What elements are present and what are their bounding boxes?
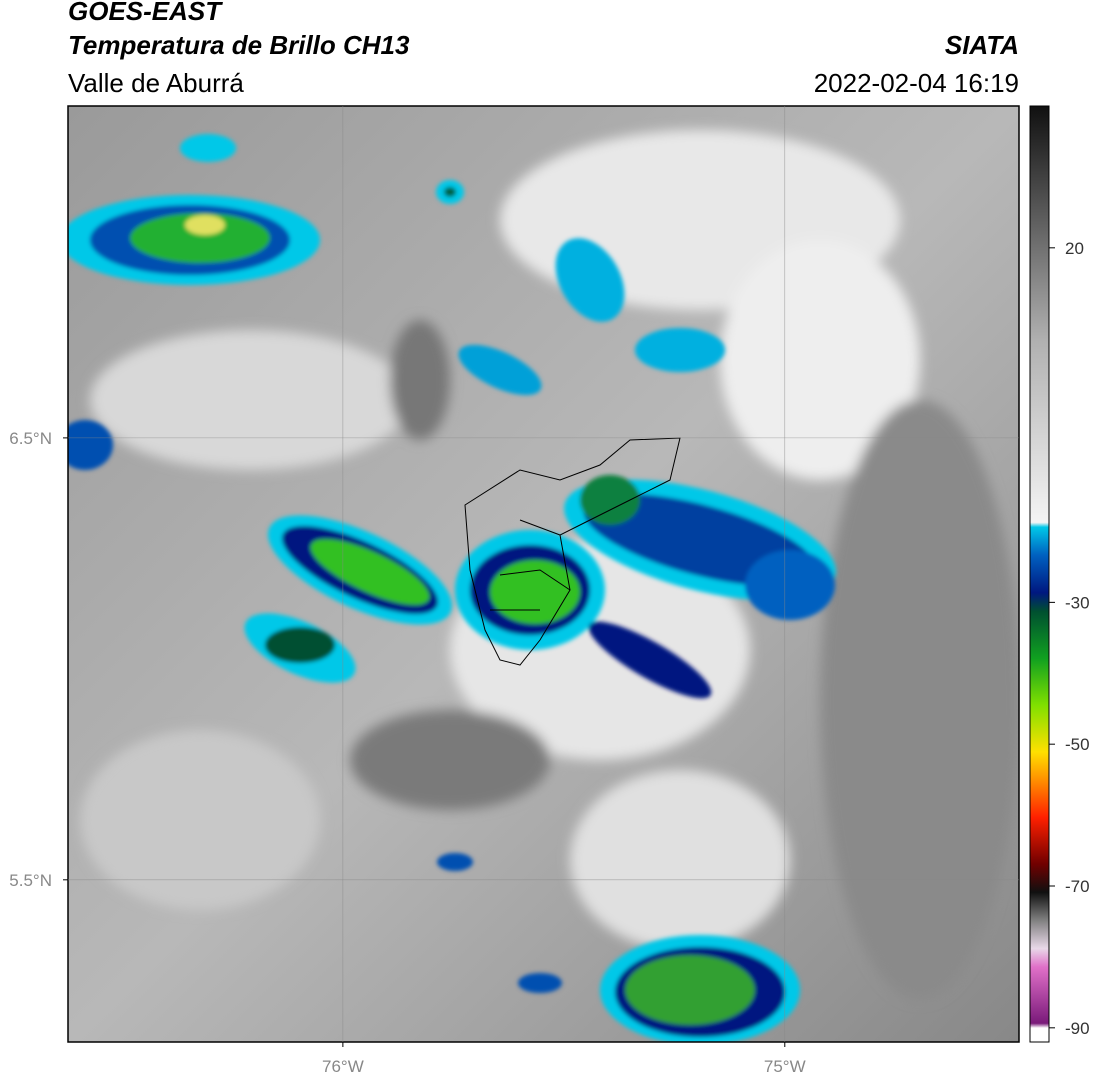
x-tick-label: 76°W [322,1057,364,1076]
cold-clouds [68,134,836,1042]
datetime: 2022-02-04 16:19 [814,68,1019,98]
x-tick-label: 75°W [764,1057,806,1076]
y-tick-label: 5.5°N [9,871,52,890]
colorbar-tick-label: -70 [1065,877,1090,896]
subtitle: Temperatura de Brillo CH13 [68,30,410,60]
map-frame [67,105,1020,1043]
region: Valle de Aburrá [68,68,244,98]
imagery [68,106,1019,1042]
colorbar-tick-label: -50 [1065,735,1090,754]
y-tick-label: 6.5°N [9,429,52,448]
colorbar-tick-label: 20 [1065,239,1084,258]
source: SIATA [945,30,1019,60]
title: GOES-EAST [68,0,223,26]
colorbar [1029,105,1050,1043]
colorbar-tick-label: -90 [1065,1019,1090,1038]
colorbar-tick-label: -30 [1065,593,1090,612]
municipal-borders [464,437,681,666]
gray-clouds [80,130,1019,1000]
